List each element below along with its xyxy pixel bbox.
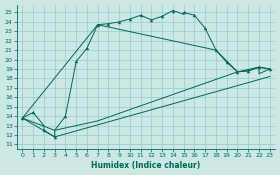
Point	[149, 19, 154, 21]
Point	[181, 11, 186, 14]
Point	[31, 111, 35, 114]
Point	[267, 68, 272, 70]
Point	[192, 14, 197, 17]
Point	[257, 66, 261, 69]
Point	[246, 69, 251, 72]
Point	[225, 61, 229, 64]
Point	[128, 18, 132, 20]
Point	[106, 22, 111, 25]
Point	[63, 115, 68, 118]
Point	[117, 20, 122, 23]
Point	[203, 27, 207, 30]
Point	[95, 23, 100, 26]
Point	[74, 60, 78, 63]
Point	[160, 15, 164, 18]
Point	[139, 14, 143, 17]
Point	[171, 9, 175, 12]
Point	[85, 47, 89, 50]
Point	[235, 71, 240, 73]
Point	[214, 49, 218, 52]
Point	[52, 135, 57, 138]
Point	[20, 117, 25, 120]
Point	[42, 129, 46, 132]
X-axis label: Humidex (Indice chaleur): Humidex (Indice chaleur)	[92, 161, 201, 170]
